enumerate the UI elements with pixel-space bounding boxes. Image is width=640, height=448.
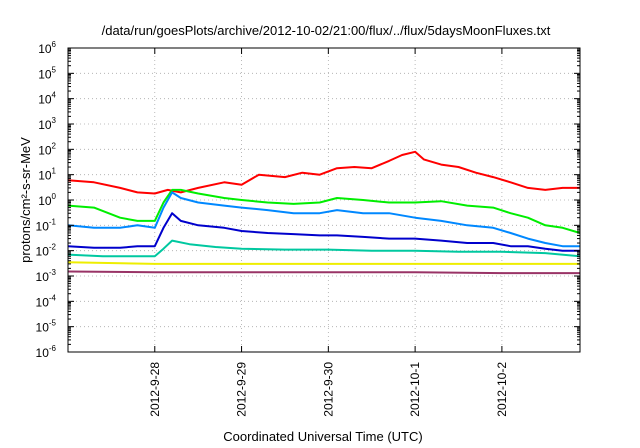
y-axis: 106 105 104 103 102 101 100 10-1 10-2 10-3 10-4 10-… <box>36 40 580 360</box>
series-line-6 <box>67 261 580 265</box>
x-axis: 2012-9-28 2012-9-29 2012-9-30 2012-10-1 2012… <box>148 48 509 417</box>
series-line-1 <box>67 150 580 195</box>
y-tick-label: 10-6 <box>36 344 57 360</box>
series-line-5 <box>67 239 581 258</box>
x-axis-title: Coordinated Universal Time (UTC) <box>223 429 422 444</box>
grid-lines <box>68 48 580 352</box>
series-line-7 <box>67 270 580 275</box>
y-tick-label: 104 <box>38 91 56 107</box>
chart-title: /data/run/goesPlots/archive/2012-10-02/2… <box>102 23 551 38</box>
y-tick-label: 106 <box>38 40 56 56</box>
series-line-2 <box>67 188 581 234</box>
x-tick-label: 2012-10-2 <box>495 362 509 417</box>
y-tick-label: 105 <box>38 65 56 81</box>
x-tick-label: 2012-9-28 <box>148 362 162 417</box>
x-tick-label: 2012-9-30 <box>321 362 335 417</box>
y-tick-label: 10-1 <box>36 217 57 233</box>
y-tick-label: 103 <box>38 116 56 132</box>
y-axis-title: protons/cm²-s-sr-MeV <box>18 137 33 263</box>
y-tick-label: 100 <box>38 192 56 208</box>
y-tick-label: 102 <box>38 141 56 157</box>
series-group <box>67 150 581 275</box>
series-line-4 <box>67 212 580 252</box>
x-tick-label: 2012-10-1 <box>408 362 422 417</box>
y-tick-label: 10-3 <box>36 268 57 284</box>
x-tick-label: 2012-9-29 <box>235 362 249 417</box>
y-tick-label: 101 <box>38 167 56 183</box>
y-tick-label: 10-2 <box>36 243 57 259</box>
y-tick-label: 10-5 <box>36 319 57 335</box>
y-tick-label: 10-4 <box>36 293 57 309</box>
series-line-3 <box>67 191 580 248</box>
